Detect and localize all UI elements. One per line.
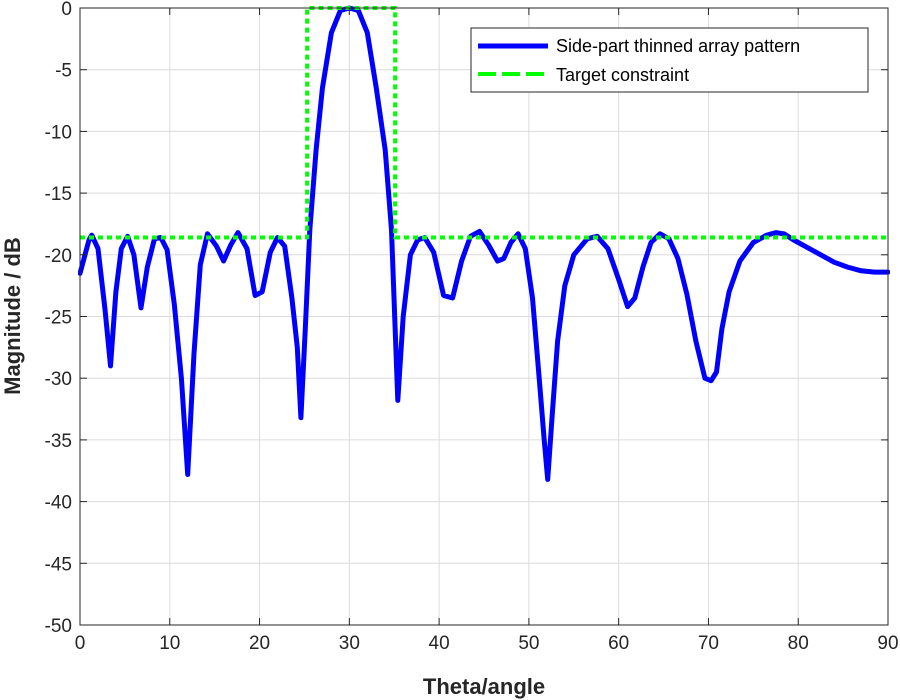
- y-tick-label: -20: [45, 246, 72, 267]
- x-tick-label: 20: [249, 633, 270, 654]
- x-tick-label: 50: [518, 633, 539, 654]
- y-tick-label: -30: [45, 369, 72, 390]
- legend: Side-part thinned array pattern Target c…: [470, 27, 869, 93]
- x-axis-title: Theta/angle: [423, 674, 545, 699]
- y-tick-label: -10: [45, 122, 72, 143]
- x-tick-label: 40: [429, 633, 450, 654]
- x-tick-label: 0: [75, 633, 86, 654]
- y-tick-label: -25: [45, 308, 72, 329]
- series-line-target: [80, 6, 888, 240]
- legend-label-pattern: Side-part thinned array pattern: [556, 36, 800, 56]
- y-tick-label: -45: [45, 554, 72, 575]
- x-tick-label: 60: [608, 633, 629, 654]
- x-tick-label: 10: [159, 633, 180, 654]
- legend-box: [470, 27, 869, 93]
- x-tick-label: 90: [877, 633, 898, 654]
- x-tick-label: 80: [788, 633, 809, 654]
- series-layer: [78, 5, 890, 482]
- y-axis: 0 -5 -10 -15 -20 -25 -30 -35 -40 -45 -50: [45, 0, 888, 637]
- y-tick-label: -40: [45, 493, 72, 514]
- legend-label-target: Target constraint: [556, 65, 689, 85]
- y-tick-label: -5: [55, 61, 72, 82]
- y-tick-label: -15: [45, 184, 72, 205]
- y-tick-label: 0: [61, 0, 72, 20]
- y-axis-title: Magnitude / dB: [0, 237, 25, 395]
- x-tick-label: 70: [698, 633, 719, 654]
- series-line-pattern: [78, 5, 890, 482]
- y-tick-label: -50: [45, 616, 72, 637]
- x-axis: 0 10 20 30 40 50 60 70 80 90: [75, 8, 899, 654]
- x-tick-label: 30: [339, 633, 360, 654]
- y-tick-label: -35: [45, 431, 72, 452]
